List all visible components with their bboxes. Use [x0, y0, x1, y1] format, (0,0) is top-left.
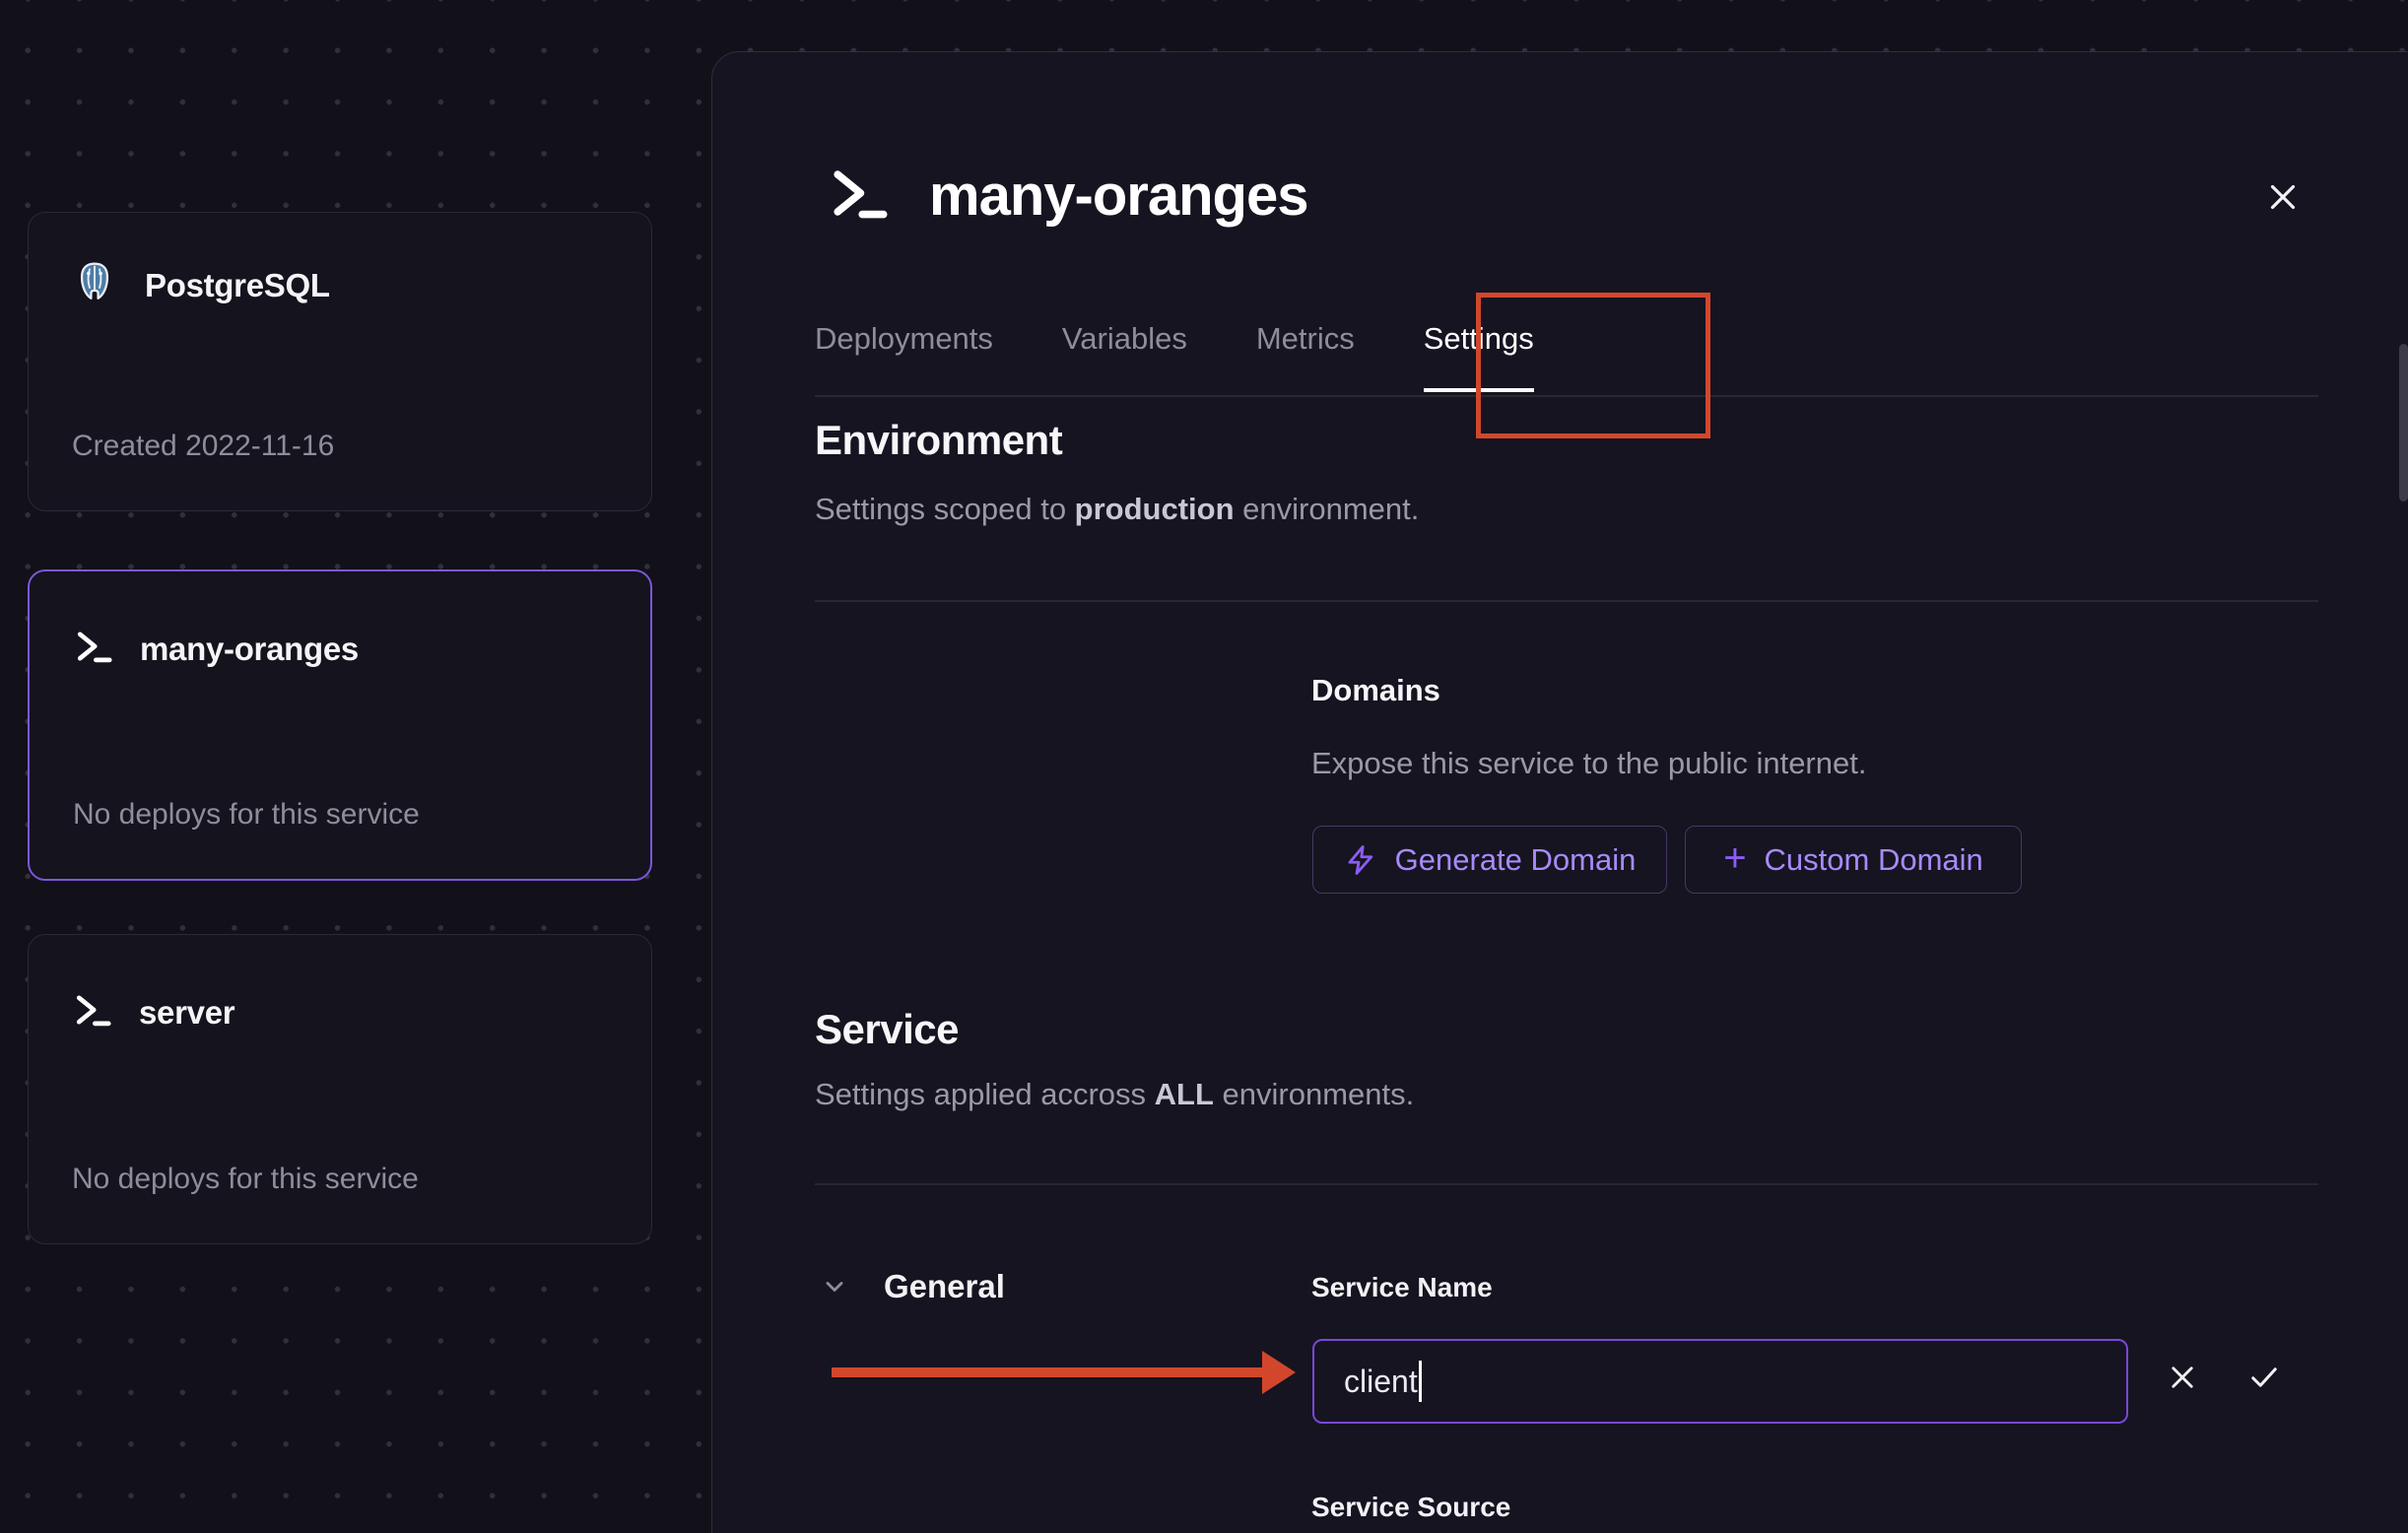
postgresql-logo-icon — [72, 260, 117, 310]
terminal-icon — [827, 163, 888, 229]
service-card-server[interactable]: server No deploys for this service — [28, 934, 652, 1244]
service-description: Settings applied accross ALL environment… — [815, 1077, 1414, 1112]
tab-deployments[interactable]: Deployments — [815, 321, 993, 356]
tab-bar: Deployments Variables Metrics Settings — [815, 320, 1534, 392]
service-card-status: Created 2022-11-16 — [72, 430, 335, 462]
text-cursor — [1418, 1361, 1422, 1402]
lightning-icon — [1344, 843, 1377, 877]
service-desc-prefix: Settings applied accross — [815, 1077, 1155, 1111]
service-detail-panel: many-oranges Deployments Variables Metri… — [711, 51, 2408, 1533]
panel-title: many-oranges — [929, 164, 1308, 228]
close-button[interactable] — [2259, 175, 2307, 223]
plus-icon: + — [1723, 835, 1747, 880]
general-section-toggle[interactable]: General — [821, 1268, 1005, 1305]
custom-domain-label: Custom Domain — [1764, 841, 1983, 877]
service-card-title: many-oranges — [140, 630, 359, 667]
tab-settings[interactable]: Settings — [1423, 320, 1534, 392]
panel-scrollbar[interactable] — [2399, 344, 2408, 501]
service-card-many-oranges[interactable]: many-oranges No deploys for this service — [28, 569, 652, 881]
service-card-title: server — [139, 993, 235, 1031]
environment-heading: Environment — [815, 417, 1063, 463]
service-source-label: Service Source — [1311, 1492, 1511, 1522]
confirm-name-button[interactable] — [2241, 1356, 2288, 1403]
service-name-value: client — [1344, 1363, 1418, 1399]
general-label: General — [884, 1268, 1005, 1304]
service-card-header: server — [72, 990, 622, 1034]
chevron-down-icon — [821, 1273, 848, 1300]
environment-name: production — [1074, 492, 1235, 526]
generate-domain-label: Generate Domain — [1394, 841, 1637, 877]
domains-heading: Domains — [1311, 673, 1440, 707]
panel-title-row: many-oranges — [827, 163, 1308, 229]
tabs-divider — [815, 395, 2318, 397]
service-heading: Service — [815, 1006, 959, 1052]
custom-domain-button[interactable]: + Custom Domain — [1685, 826, 2022, 894]
tab-variables[interactable]: Variables — [1061, 321, 1187, 356]
environment-desc-prefix: Settings scoped to — [815, 492, 1075, 526]
service-name-label: Service Name — [1311, 1272, 1493, 1302]
domains-description: Expose this service to the public intern… — [1311, 746, 1867, 780]
service-card-title: PostgreSQL — [145, 266, 330, 303]
service-card-postgresql[interactable]: PostgreSQL Created 2022-11-16 — [28, 212, 652, 511]
service-card-status: No deploys for this service — [72, 1163, 419, 1195]
service-card-status: No deploys for this service — [73, 798, 420, 831]
service-name-input[interactable]: client — [1312, 1339, 2128, 1424]
annotation-arrow — [829, 1349, 1300, 1401]
tab-metrics[interactable]: Metrics — [1255, 321, 1355, 356]
service-card-header: many-oranges — [73, 627, 621, 671]
service-card-header: PostgreSQL — [72, 260, 622, 310]
service-desc-suffix: environments. — [1213, 1077, 1415, 1111]
environment-description: Settings scoped to production environmen… — [815, 492, 1419, 527]
discard-name-button[interactable] — [2159, 1356, 2206, 1403]
x-icon — [2166, 1361, 2199, 1399]
terminal-icon — [72, 990, 111, 1034]
section-divider — [815, 600, 2318, 602]
section-divider — [815, 1183, 2318, 1185]
environment-desc-suffix: environment. — [1234, 492, 1420, 526]
close-icon — [2265, 179, 2301, 220]
service-desc-scope: ALL — [1154, 1077, 1214, 1111]
terminal-icon — [73, 627, 112, 671]
generate-domain-button[interactable]: Generate Domain — [1312, 826, 1667, 894]
checkmark-icon — [2246, 1360, 2282, 1400]
